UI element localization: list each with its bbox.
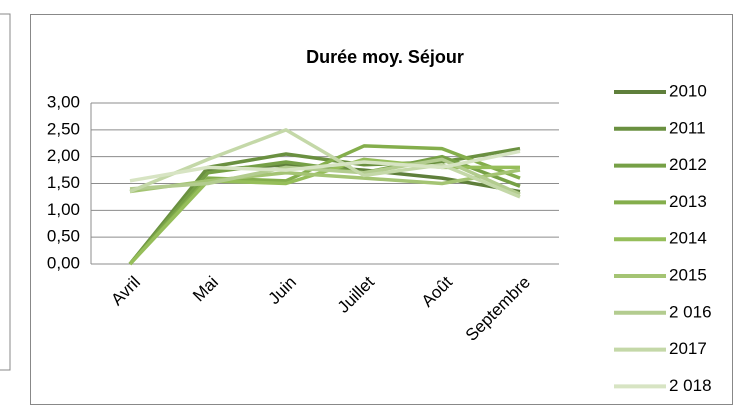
legend-label: 2 016 bbox=[669, 302, 712, 321]
y-tick-label: 1,00 bbox=[47, 200, 80, 219]
y-tick-label: 1,50 bbox=[47, 173, 80, 192]
legend-label: 2011 bbox=[669, 118, 706, 137]
chart-frame bbox=[30, 14, 733, 405]
legend-label: 2010 bbox=[669, 81, 707, 100]
legend-label: 2013 bbox=[669, 192, 707, 211]
y-tick-label: 2,00 bbox=[47, 146, 80, 165]
y-tick-label: 2,50 bbox=[47, 119, 80, 138]
y-tick-label: 0,50 bbox=[47, 227, 80, 246]
legend-label: 2017 bbox=[669, 339, 707, 358]
chart-title: Durée moy. Séjour bbox=[306, 47, 464, 67]
legend-label: 2012 bbox=[669, 155, 707, 174]
series-line bbox=[129, 168, 521, 194]
side-panel bbox=[0, 13, 11, 371]
legend-label: 2015 bbox=[669, 265, 707, 284]
y-tick-label: 0,00 bbox=[47, 253, 80, 272]
legend-label: 2014 bbox=[669, 229, 707, 248]
series-line bbox=[129, 149, 521, 183]
series-line bbox=[129, 128, 521, 199]
legend-label: 2 018 bbox=[669, 376, 712, 395]
y-tick-label: 3,00 bbox=[47, 92, 80, 111]
